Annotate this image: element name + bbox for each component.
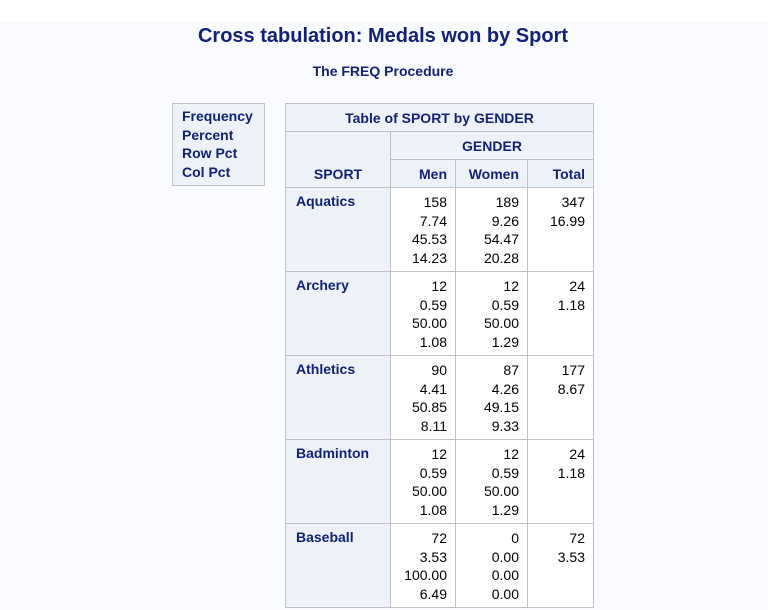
row-label: Archery [285,271,391,356]
men-cell: 12 0.59 50.00 1.08 [390,271,456,356]
percent-value: 7.74 [419,212,447,229]
col-pct-value: 8.11 [420,417,447,434]
percent-value: 0.00 [491,548,519,565]
row-pct-value: 54.47 [483,231,519,247]
percent-value: 0.59 [419,296,447,313]
percent-value: 3.53 [419,548,447,565]
total-cell: 347 16.99 [527,187,594,272]
frequency-value: 90 [431,362,447,378]
legend-col-pct: Col Pct [182,163,231,180]
row-label: Athletics [285,355,391,440]
frequency-value: 87 [503,362,519,378]
men-cell: 12 0.59 50.00 1.08 [390,439,456,524]
percent-value: 0.59 [491,296,519,313]
women-cell: 87 4.26 49.15 9.33 [455,355,528,440]
column-header-total: Total [527,159,594,188]
column-header-men: Men [390,159,456,188]
col-pct-value: 1.29 [491,501,519,518]
table-row: Archery 12 0.59 50.00 1.08 12 0.59 50.00… [285,271,594,356]
table-row: Athletics 90 4.41 50.85 8.11 87 4.26 49.… [285,355,594,440]
women-cell: 12 0.59 50.00 1.29 [455,271,528,356]
col-pct-value: 0.00 [491,585,519,602]
col-pct-value: 9.33 [491,417,519,434]
frequency-value: 24 [569,278,585,294]
row-pct-value: 0.00 [491,567,519,583]
procedure-title: The FREQ Procedure [312,63,454,79]
table-row: Badminton 12 0.59 50.00 1.08 12 0.59 50.… [285,439,594,524]
legend-row-pct: Row Pct [182,145,238,161]
percent-value: 0.59 [491,464,519,481]
percent-value: 9.26 [491,212,519,229]
frequency-value: 24 [569,446,585,462]
col-pct-value: 14.23 [411,249,447,266]
column-group-header: GENDER [390,131,594,160]
col-pct-value: 1.29 [491,333,519,350]
row-variable-header: SPORT [285,131,391,188]
row-pct-value: 100.00 [404,567,447,583]
row-pct-value: 50.00 [411,315,447,331]
row-label: Aquatics [285,187,391,272]
frequency-value: 12 [431,446,447,462]
percent-value: 4.41 [419,380,447,397]
row-label: Badminton [285,439,391,524]
women-cell: 0 0.00 0.00 0.00 [455,523,528,608]
frequency-value: 12 [503,278,519,294]
frequency-value: 189 [495,194,519,210]
table-row: Aquatics 158 7.74 45.53 14.23 189 9.26 5… [285,187,594,272]
cell-contents-legend: Frequency Percent Row Pct Col Pct [172,103,265,186]
total-cell: 177 8.67 [527,355,594,440]
men-cell: 90 4.41 50.85 8.11 [390,355,456,440]
percent-value: 4.26 [491,380,519,397]
percent-value: 0.59 [419,464,447,481]
women-cell: 189 9.26 54.47 20.28 [455,187,528,272]
percent-value: 3.53 [557,548,585,565]
legend-frequency: Frequency [182,108,253,124]
frequency-value: 72 [431,530,447,546]
frequency-value: 72 [569,530,585,546]
report-title: Cross tabulation: Medals won by Sport [197,25,569,47]
frequency-value: 347 [561,194,585,210]
total-cell: 24 1.18 [527,439,594,524]
col-pct-value: 6.49 [419,585,447,602]
total-cell: 24 1.18 [527,271,594,356]
col-pct-value: 1.08 [419,501,447,518]
row-pct-value: 50.85 [411,399,447,415]
table-caption: Table of SPORT by GENDER [285,103,594,132]
men-cell: 158 7.74 45.53 14.23 [390,187,456,272]
row-pct-value: 45.53 [411,231,447,247]
row-pct-value: 50.00 [483,483,519,499]
frequency-value: 12 [431,278,447,294]
frequency-value: 0 [511,530,519,546]
table-row: Baseball 72 3.53 100.00 6.49 0 0.00 0.00… [285,523,594,608]
frequency-value: 177 [561,362,585,378]
col-pct-value: 1.08 [419,333,447,350]
crosstab-table: Table of SPORT by GENDER SPORT GENDER Me… [285,103,594,608]
row-pct-value: 49.15 [483,399,519,415]
report-page: Cross tabulation: Medals won by Sport Th… [0,22,768,610]
row-pct-value: 50.00 [411,483,447,499]
percent-value: 16.99 [549,212,585,229]
percent-value: 1.18 [557,464,585,481]
total-cell: 72 3.53 [527,523,594,608]
women-cell: 12 0.59 50.00 1.29 [455,439,528,524]
column-header-women: Women [455,159,528,188]
legend-percent: Percent [182,126,234,143]
percent-value: 8.67 [557,380,585,397]
percent-value: 1.18 [557,296,585,313]
row-pct-value: 50.00 [483,315,519,331]
men-cell: 72 3.53 100.00 6.49 [390,523,456,608]
frequency-value: 12 [503,446,519,462]
row-label: Baseball [285,523,391,608]
frequency-value: 158 [423,194,447,210]
col-pct-value: 20.28 [483,249,519,266]
